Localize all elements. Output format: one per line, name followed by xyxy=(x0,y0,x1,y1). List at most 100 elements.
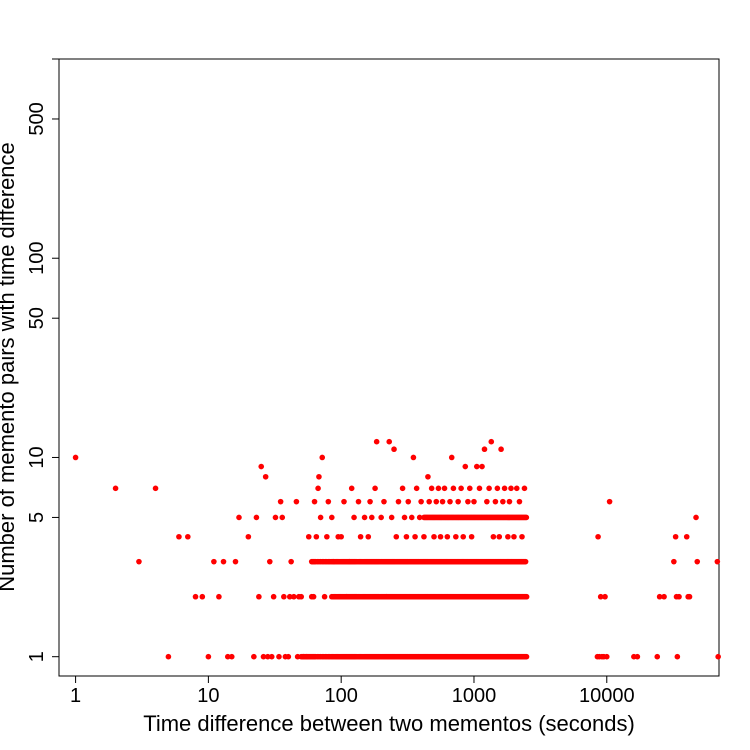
data-point xyxy=(523,593,530,600)
data-point xyxy=(351,514,357,521)
data-point xyxy=(338,533,344,540)
data-point xyxy=(285,653,292,660)
data-point xyxy=(372,485,378,492)
data-point xyxy=(426,498,432,505)
y-tick-label: 1 xyxy=(26,651,48,662)
data-point xyxy=(286,593,293,600)
data-point xyxy=(455,498,461,505)
data-point xyxy=(403,533,410,540)
data-point xyxy=(165,653,172,660)
data-point xyxy=(471,498,477,505)
data-point xyxy=(683,533,690,540)
data-point xyxy=(232,558,239,565)
data-point xyxy=(511,533,517,540)
data-point xyxy=(391,446,397,453)
data-point xyxy=(506,498,513,505)
data-point xyxy=(291,593,297,600)
data-point xyxy=(484,498,490,505)
data-point xyxy=(325,498,332,505)
data-point xyxy=(355,498,362,505)
data-point xyxy=(281,593,287,600)
data-point xyxy=(298,593,305,600)
data-point xyxy=(447,498,453,505)
y-tick-label: 5 xyxy=(26,512,48,523)
data-point xyxy=(501,485,508,492)
data-point xyxy=(272,514,279,521)
data-point xyxy=(412,533,418,540)
data-point xyxy=(381,498,387,505)
data-point xyxy=(294,653,301,660)
data-point xyxy=(521,485,528,492)
y-axis-label: Number of memento pairs with time differ… xyxy=(0,142,19,592)
data-point xyxy=(311,498,318,505)
data-point xyxy=(405,498,412,505)
data-point xyxy=(602,593,608,600)
data-point xyxy=(441,485,448,492)
data-point xyxy=(317,514,324,521)
data-point xyxy=(460,533,467,540)
data-point xyxy=(236,514,242,521)
data-point xyxy=(500,498,506,505)
data-point xyxy=(136,558,142,565)
data-point xyxy=(468,533,475,540)
data-point xyxy=(251,653,257,660)
data-point xyxy=(431,533,437,540)
data-point xyxy=(321,593,328,600)
data-point xyxy=(654,653,661,660)
data-point xyxy=(481,446,488,453)
data-point xyxy=(413,485,420,492)
data-point xyxy=(686,593,693,600)
data-point xyxy=(671,558,677,565)
x-tick-label: 1000 xyxy=(452,685,497,707)
data-point xyxy=(293,498,300,505)
data-point xyxy=(315,485,321,492)
data-point xyxy=(346,558,353,565)
y-tick-label: 500 xyxy=(26,102,48,135)
data-point xyxy=(715,653,721,660)
data-point xyxy=(444,533,451,540)
data-point xyxy=(270,593,277,600)
data-point xyxy=(494,485,501,492)
data-point xyxy=(433,498,440,505)
data-point xyxy=(319,454,326,461)
data-point xyxy=(416,514,423,521)
data-point xyxy=(488,438,495,445)
data-point xyxy=(437,533,444,540)
data-point xyxy=(421,533,427,540)
data-point xyxy=(661,593,667,600)
data-point xyxy=(450,485,457,492)
data-point xyxy=(516,498,523,505)
data-point xyxy=(199,593,206,600)
data-point xyxy=(595,533,601,540)
y-tick-label: 10 xyxy=(26,446,48,468)
data-point xyxy=(410,454,417,461)
data-point xyxy=(508,485,514,492)
data-point xyxy=(676,593,682,600)
data-point xyxy=(348,485,355,492)
data-point xyxy=(262,473,269,480)
data-point xyxy=(353,593,360,600)
data-point xyxy=(458,485,464,492)
data-point xyxy=(425,473,431,480)
data-point xyxy=(656,593,663,600)
data-point xyxy=(693,514,699,521)
data-point xyxy=(361,514,368,521)
data-points xyxy=(72,438,721,660)
x-axis-label: Time difference between two mementos (se… xyxy=(143,711,635,736)
data-point xyxy=(473,463,480,470)
data-point xyxy=(395,498,402,505)
data-point xyxy=(303,653,310,660)
data-point xyxy=(211,558,217,565)
x-tick-label: 1 xyxy=(70,685,81,707)
data-point xyxy=(603,653,610,660)
data-point xyxy=(694,558,701,565)
data-point xyxy=(714,558,721,565)
data-point xyxy=(453,533,459,540)
data-point xyxy=(466,485,473,492)
data-point xyxy=(341,498,347,505)
data-point xyxy=(523,514,530,521)
data-point xyxy=(331,558,337,565)
data-point xyxy=(435,485,442,492)
data-point xyxy=(256,593,262,600)
